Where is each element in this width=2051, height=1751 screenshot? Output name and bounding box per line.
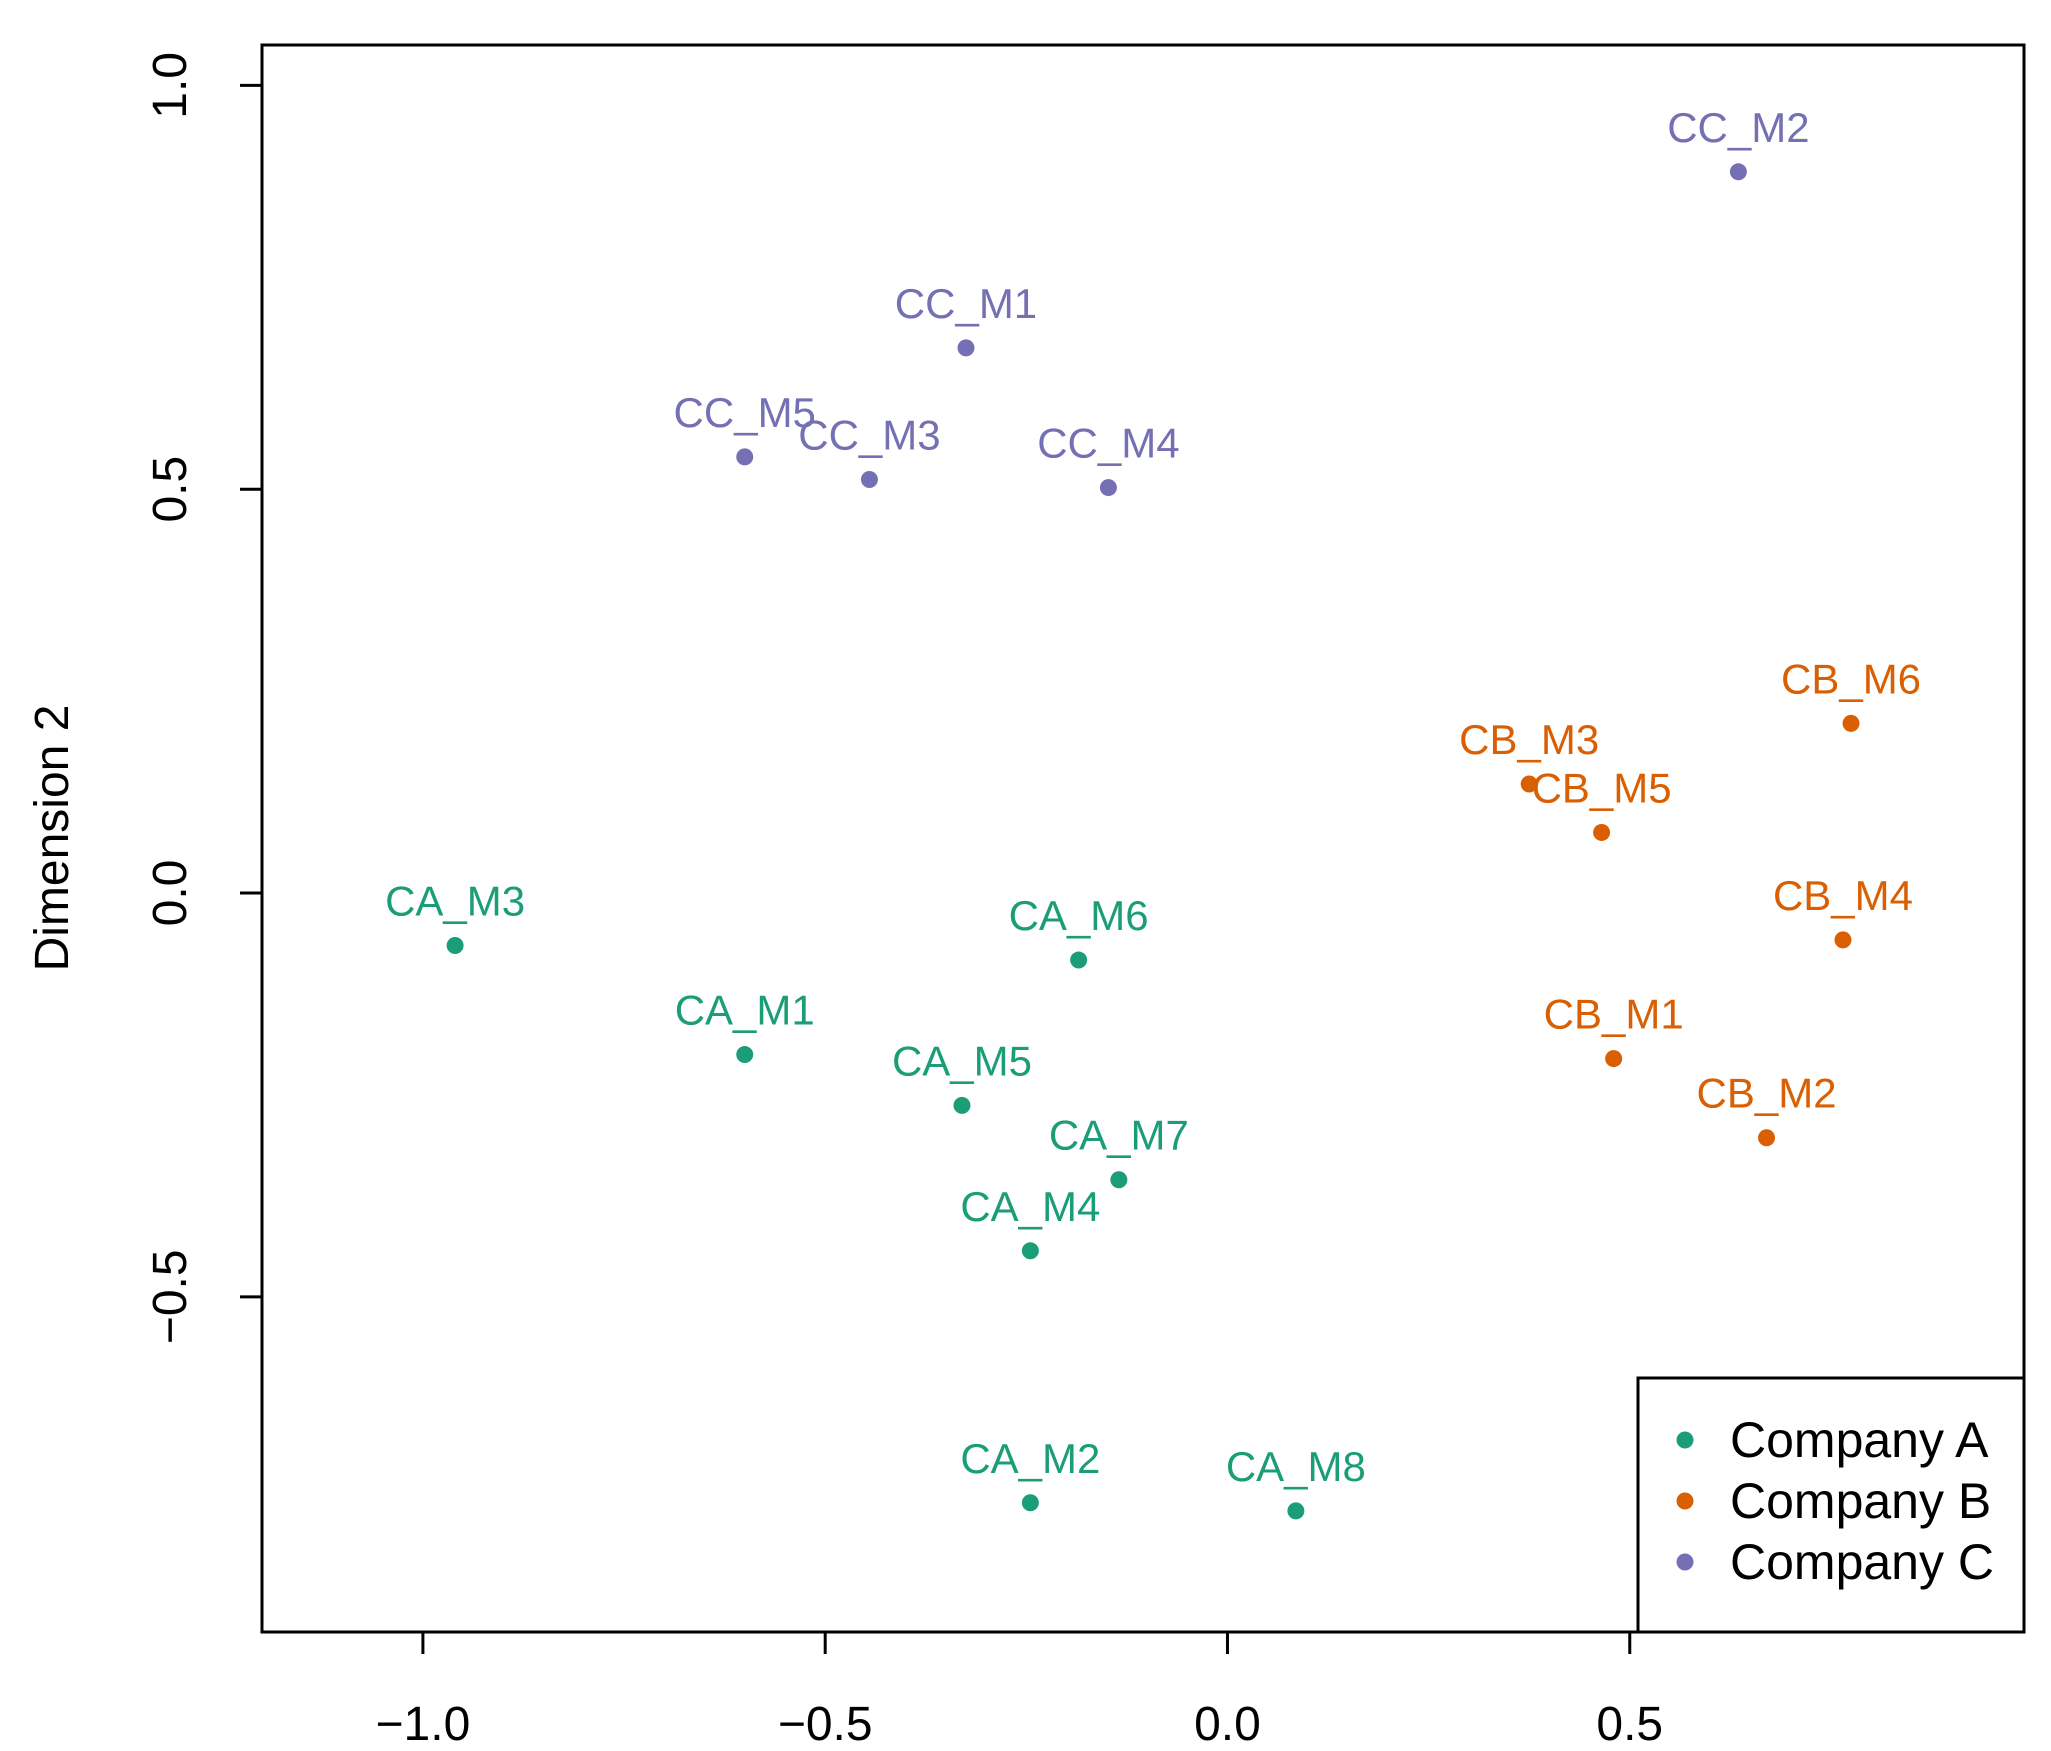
series-company-b: CB_M1 CB_M2 CB_M3 CB_M4 CB_M5 CB_M6 (1459, 655, 1921, 1147)
point-label: CA_M8 (1226, 1443, 1366, 1490)
x-tick-label: −1.0 (376, 1698, 471, 1751)
y-axis-title: Dimension 2 (26, 705, 79, 972)
x-axis: −1.0 −0.5 0.0 0.5 (376, 1630, 1663, 1751)
legend-marker (1676, 1553, 1694, 1571)
point-label: CB_M1 (1544, 991, 1684, 1038)
series-company-c: CC_M1 CC_M2 CC_M3 CC_M4 CC_M5 (674, 104, 1810, 497)
legend-box (1636, 1376, 2026, 1634)
point-label: CC_M3 (798, 412, 940, 459)
point-label: CA_M5 (892, 1037, 1032, 1084)
point-label: CB_M2 (1697, 1070, 1837, 1117)
point-label: CB_M4 (1773, 872, 1913, 919)
point-label: CA_M2 (960, 1435, 1100, 1482)
y-tick-label: −0.5 (144, 1249, 197, 1344)
point-label: CC_M2 (1667, 104, 1809, 151)
data-point-ca-m7 (1110, 1171, 1128, 1189)
point-label: CC_M4 (1037, 420, 1179, 467)
x-tick-label: 0.0 (1194, 1698, 1261, 1751)
data-point-ca-m2 (1021, 1494, 1039, 1512)
data-point-ca-m8 (1287, 1502, 1305, 1520)
legend-label: Company B (1730, 1473, 1991, 1529)
data-point-cb-m1 (1605, 1050, 1623, 1068)
data-point-cc-m2 (1729, 163, 1747, 181)
y-axis: −0.5 0.0 0.5 1.0 (144, 52, 264, 1344)
point-label: CC_M1 (895, 280, 1037, 327)
y-tick-label: 0.0 (144, 860, 197, 927)
data-point-cc-m4 (1099, 479, 1117, 497)
legend-label: Company C (1730, 1534, 1994, 1590)
point-label: CA_M3 (385, 878, 525, 925)
data-point-ca-m5 (953, 1096, 971, 1114)
point-label: CA_M1 (675, 987, 815, 1034)
point-label: CB_M6 (1781, 655, 1921, 702)
legend-marker (1676, 1431, 1694, 1449)
data-point-cb-m3 (1520, 775, 1538, 793)
data-point-cc-m3 (860, 471, 878, 489)
data-point-cc-m5 (736, 448, 754, 466)
point-label: CB_M5 (1532, 764, 1672, 811)
point-label: CA_M6 (1009, 892, 1149, 939)
data-point-cb-m5 (1593, 823, 1611, 841)
data-point-cb-m2 (1758, 1129, 1776, 1147)
data-points: CA_M1 CA_M2 CA_M3 CA_M4 CA_M5 CA_M6 CA_M7 CA_M8… (385, 104, 1921, 1520)
point-label: CA_M4 (960, 1183, 1100, 1230)
point-label: CB_M3 (1459, 716, 1599, 763)
x-tick-label: −0.5 (778, 1698, 873, 1751)
y-tick-label: 1.0 (144, 52, 197, 119)
point-label: CC_M5 (674, 389, 816, 436)
data-point-cc-m1 (957, 339, 975, 357)
x-tick-label: 0.5 (1596, 1698, 1663, 1751)
data-point-ca-m4 (1021, 1242, 1039, 1260)
data-point-ca-m6 (1070, 951, 1088, 969)
y-tick-label: 0.5 (144, 456, 197, 523)
point-label: CA_M7 (1049, 1112, 1189, 1159)
data-point-cb-m6 (1842, 714, 1860, 732)
data-point-cb-m4 (1834, 931, 1852, 949)
legend-marker (1676, 1492, 1694, 1510)
legend-label: Company A (1730, 1412, 1989, 1468)
series-company-a: CA_M1 CA_M2 CA_M3 CA_M4 CA_M5 CA_M6 CA_M7 CA_M8 (385, 878, 1366, 1520)
data-point-ca-m1 (736, 1046, 754, 1064)
data-point-ca-m3 (446, 937, 464, 955)
